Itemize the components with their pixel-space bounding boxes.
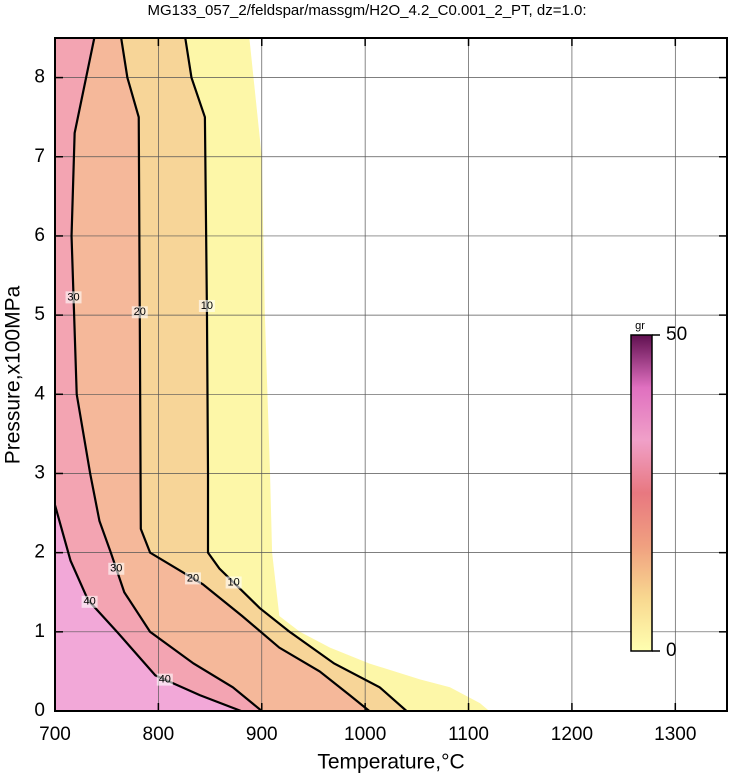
colorbar-title: gr: [635, 320, 645, 332]
x-tick-label: 700: [39, 724, 71, 745]
y-tick-label: 8: [34, 67, 45, 88]
colorbar-tick-label: 0: [666, 640, 677, 661]
colorbar-tick-label: 50: [666, 324, 687, 345]
contour-line: [55, 504, 242, 711]
x-tick-label: 1100: [448, 724, 489, 745]
x-tick-label: 1000: [344, 724, 386, 745]
contour-region: [55, 38, 242, 711]
x-tick-label: 900: [246, 724, 278, 745]
contour-label: 10: [228, 576, 240, 588]
y-tick-label: 0: [34, 700, 45, 721]
contour-label-bg: [198, 299, 215, 312]
y-tick-label: 2: [34, 542, 45, 563]
contour-label: 40: [83, 596, 95, 608]
contour-label: 20: [187, 572, 199, 584]
contour-label: 30: [67, 291, 79, 303]
contour-label-bg: [81, 595, 98, 608]
contour-line: [184, 38, 408, 711]
contour-label-bg: [225, 576, 242, 589]
plot-frame: [54, 37, 728, 712]
contour-region: [55, 38, 370, 711]
chart-title: MG133_057_2/feldspar/massgm/H2O_4.2_C0.0…: [147, 2, 586, 19]
y-tick-label: 4: [34, 383, 45, 404]
contour-label: 20: [134, 306, 146, 318]
contour-label: 40: [159, 674, 171, 686]
x-axis-title: Temperature,°C: [317, 751, 464, 774]
x-tick-label: 1300: [654, 724, 696, 745]
y-tick-label: 5: [34, 304, 45, 325]
contour-label-bg: [131, 306, 148, 319]
contour-line: [120, 38, 370, 711]
y-tick-label: 3: [34, 462, 45, 483]
y-tick-label: 7: [34, 146, 45, 167]
contour-label-bg: [184, 572, 201, 585]
contour-line: [70, 38, 263, 711]
contour-label: 10: [201, 300, 213, 312]
contour-label-bg: [156, 673, 173, 686]
x-tick-label: 800: [143, 724, 175, 745]
contour-label-bg: [108, 562, 125, 575]
y-axis-title: Pressure,x100MPa: [2, 285, 25, 464]
colorbar: [630, 334, 653, 652]
x-tick-label: 1200: [551, 724, 593, 745]
y-tick-label: 1: [34, 621, 45, 642]
contour-label: 30: [110, 563, 122, 575]
contour-label-bg: [65, 291, 82, 304]
y-tick-label: 6: [34, 225, 45, 246]
